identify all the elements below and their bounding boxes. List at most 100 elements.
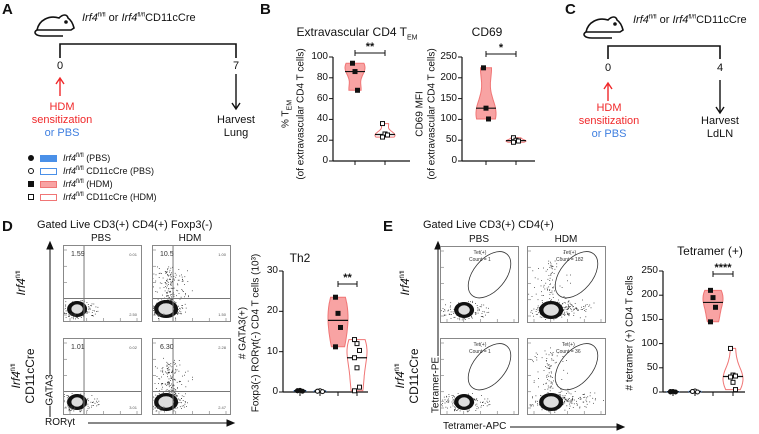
row-label-cre: Irf4fl/fl CD11cCre	[7, 348, 37, 403]
chart-title: Th2	[290, 251, 311, 265]
legend-label: Irf4fl/fl (PBS)	[63, 153, 110, 163]
flow-cytometry-plot: 1.01 0.02 3.01 95.1	[63, 338, 142, 415]
y-axis-label-gata3: GATA3	[44, 374, 56, 406]
gene-name: Irf4	[63, 192, 77, 202]
panel-label-d: D	[2, 218, 13, 235]
legend-swatch	[40, 193, 57, 201]
allele: fl/fl	[76, 166, 84, 172]
legend-swatch	[40, 154, 57, 162]
data-point	[335, 310, 341, 316]
y-tick-label: 40	[316, 113, 328, 125]
allele: fl/fl	[11, 363, 17, 372]
flow-cytometry-plot: Tet(+) Count = 182	[527, 246, 606, 323]
day-start-c: 0	[604, 62, 612, 74]
sensitization-label-c: sensitization	[578, 115, 640, 127]
gate-name: Tet(+)	[473, 342, 487, 348]
strain-label-a: Irf4fl/fl or Irf4fl/flCD11cCre	[82, 12, 196, 24]
quadrant-upper-left-value: 6.30	[160, 344, 174, 351]
x-axis-label-rorgt: RORγt	[45, 417, 77, 428]
data-point	[380, 134, 385, 140]
y-axis-label-subscript: EM	[286, 99, 294, 111]
panel-label-b: B	[260, 1, 271, 18]
or-text: or	[656, 14, 673, 26]
data-point	[695, 389, 700, 395]
quadrant-upper-left-value: 10.5	[160, 251, 174, 258]
legend-item: Irf4fl/fl (HDM)	[28, 179, 113, 189]
group-text: (PBS)	[83, 153, 111, 163]
day-start-a: 0	[56, 60, 64, 72]
data-point	[352, 69, 358, 75]
y-axis-label: CD69 MFI	[415, 91, 426, 137]
hdm-label-c: HDM	[596, 102, 622, 114]
quadrant-upper-right-value: 0.01	[129, 252, 137, 257]
data-point	[733, 373, 738, 379]
significance-label: *	[498, 42, 504, 54]
data-point	[713, 304, 718, 310]
gene-name: Irf4	[121, 12, 138, 24]
data-point	[333, 294, 338, 300]
gate-label: Tet(+) Count = 182	[556, 250, 583, 264]
chart-title-text: Extravascular CD4 T	[296, 25, 407, 39]
chart-th2	[279, 270, 368, 396]
y-tick-label: 20	[316, 134, 328, 146]
data-point	[352, 388, 357, 394]
cre-text: CD11cCre	[407, 348, 421, 404]
legend-label: Irf4fl/fl (HDM)	[63, 179, 113, 189]
y-tick-label: 20	[266, 305, 278, 317]
flow-cytometry-plot: 6.30 2.28 2.47 88.9	[152, 338, 231, 415]
gene-name: Irf4	[82, 12, 98, 24]
data-point	[333, 344, 338, 350]
col-label-hdm: HDM	[178, 233, 202, 244]
data-point	[300, 388, 305, 394]
tetramer-gate	[554, 251, 599, 299]
chart-tem	[329, 50, 410, 165]
y-tick-label: 0	[451, 155, 457, 166]
day-end-a: 7	[232, 60, 240, 72]
row-label-cre: Irf4fl/fl CD11cCre	[391, 348, 421, 403]
legend-item: Irf4fl/fl (PBS)	[28, 153, 110, 163]
data-point	[728, 374, 733, 380]
data-point	[295, 388, 300, 394]
flow-cytometry-plot: Tet(+) Count = 1	[440, 246, 519, 323]
quadrant-lower-right-value: 2.47	[218, 405, 226, 410]
y-axis-label-text: # tetramer (+) CD4 T cells	[624, 275, 636, 391]
data-point	[733, 387, 738, 393]
allele: fl/fl	[137, 12, 146, 19]
quadrant-upper-left-value: 1.01	[71, 344, 85, 351]
legend-item: Irf4fl/fl CD11cCre (PBS)	[28, 166, 154, 176]
chart-title-text: CD69	[471, 25, 503, 39]
gate-name: Tet(+)	[563, 250, 577, 256]
y-tick-label: 0	[322, 155, 328, 166]
day-end-c: 4	[716, 62, 724, 74]
col-label-hdm: HDM	[554, 234, 578, 245]
quadrant-upper-right-value: 0.02	[129, 345, 137, 350]
chart-title-subscript: EM	[406, 34, 418, 42]
legend-label: Irf4fl/fl CD11cCre (HDM)	[63, 192, 157, 202]
legend-swatch	[40, 180, 57, 188]
allele: fl/fl	[97, 12, 106, 19]
violin	[344, 62, 366, 91]
data-point	[380, 121, 385, 127]
col-label-pbs: PBS	[468, 234, 490, 245]
gene-name: Irf4	[393, 371, 407, 389]
data-point	[690, 389, 695, 395]
chart-cd69	[458, 51, 535, 165]
timeline-a	[59, 43, 237, 58]
data-point	[320, 389, 325, 395]
gate-name: Tet(+)	[473, 250, 487, 256]
y-tick-label: 10	[266, 345, 278, 357]
allele: fl/fl	[648, 14, 657, 21]
y-tick-label: 80	[316, 71, 328, 83]
significance-label: ****	[714, 262, 732, 274]
gene-name: Irf4	[9, 371, 23, 389]
y-axis-label-secondary: (of extravascular CD4 T cells)	[426, 48, 438, 180]
sensitization-label-a: sensitization	[31, 114, 93, 126]
group-text: (HDM)	[83, 179, 113, 189]
y-axis-label-text: % T	[280, 110, 292, 129]
legend-label: Irf4fl/fl CD11cCre (PBS)	[63, 166, 154, 176]
data-point	[668, 389, 673, 395]
data-point	[511, 139, 516, 145]
allele: fl/fl	[16, 270, 22, 279]
y-tick-label: 60	[316, 92, 328, 104]
open-square-marker-icon	[28, 194, 34, 200]
